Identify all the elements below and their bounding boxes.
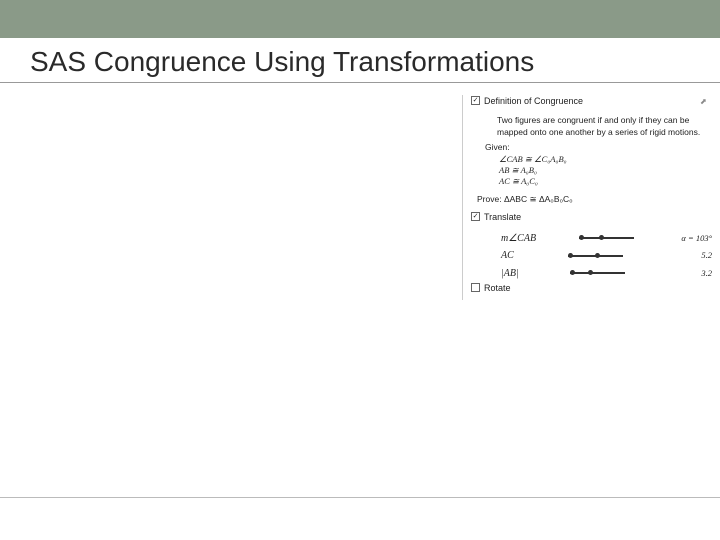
definition-checkbox-row[interactable]: Definition of Congruence bbox=[471, 95, 712, 107]
given-line-2: AB ≅ A₀B₀ bbox=[485, 165, 712, 176]
slider-label: |AB| bbox=[501, 267, 519, 281]
translate-checkbox-row[interactable]: Translate bbox=[471, 211, 712, 223]
page-title: SAS Congruence Using Transformations bbox=[0, 38, 720, 83]
slider-track[interactable] bbox=[579, 237, 634, 239]
translate-checkbox[interactable] bbox=[471, 212, 480, 221]
geometry-svg bbox=[0, 87, 455, 507]
prove-text: ΔABC ≅ ΔA₀B₀C₀ bbox=[504, 194, 573, 204]
slider-label: AC bbox=[501, 249, 514, 263]
slider-track[interactable] bbox=[568, 255, 623, 257]
slider-value: 5.2 bbox=[677, 250, 712, 261]
sliders-group: m∠CAB α = 103° AC 5.2 |AB| 3.2 bbox=[471, 230, 712, 283]
bottom-rule bbox=[0, 497, 720, 498]
slider-value: 3.2 bbox=[677, 268, 712, 279]
slider-row-2[interactable]: |AB| 3.2 bbox=[471, 265, 712, 283]
prove-label: Prove: bbox=[477, 194, 502, 204]
slider-row-0[interactable]: m∠CAB α = 103° bbox=[471, 230, 712, 248]
sidebar: ⬈ Definition of Congruence Two figures a… bbox=[462, 95, 712, 300]
given-line-1: ∠CAB ≅ ∠C₀A₀B₀ bbox=[485, 154, 712, 165]
panel-icon: ⬈ bbox=[700, 97, 710, 107]
translate-label: Translate bbox=[484, 211, 521, 223]
slider-label: m∠CAB bbox=[501, 232, 536, 246]
slider-row-1[interactable]: AC 5.2 bbox=[471, 247, 712, 265]
definition-text: Two figures are congruent if and only if… bbox=[471, 113, 712, 142]
given-block: Given: ∠CAB ≅ ∠C₀A₀B₀ AB ≅ A₀B₀ AC ≅ A₀C… bbox=[471, 142, 712, 188]
rotate-checkbox-row[interactable]: Rotate bbox=[471, 282, 712, 294]
content-area: ⬈ Definition of Congruence Two figures a… bbox=[0, 87, 720, 527]
rotate-label: Rotate bbox=[484, 282, 511, 294]
geometry-canvas bbox=[0, 87, 455, 487]
prove-line: Prove: ΔABC ≅ ΔA₀B₀C₀ bbox=[471, 194, 712, 205]
given-line-3: AC ≅ A₀C₀ bbox=[485, 176, 712, 187]
rotate-checkbox[interactable] bbox=[471, 283, 480, 292]
definition-checkbox[interactable] bbox=[471, 96, 480, 105]
slider-value: α = 103° bbox=[677, 233, 712, 244]
given-label: Given: bbox=[485, 142, 712, 153]
slider-track[interactable] bbox=[570, 272, 625, 274]
definition-label: Definition of Congruence bbox=[484, 95, 583, 107]
top-accent-bar bbox=[0, 0, 720, 38]
